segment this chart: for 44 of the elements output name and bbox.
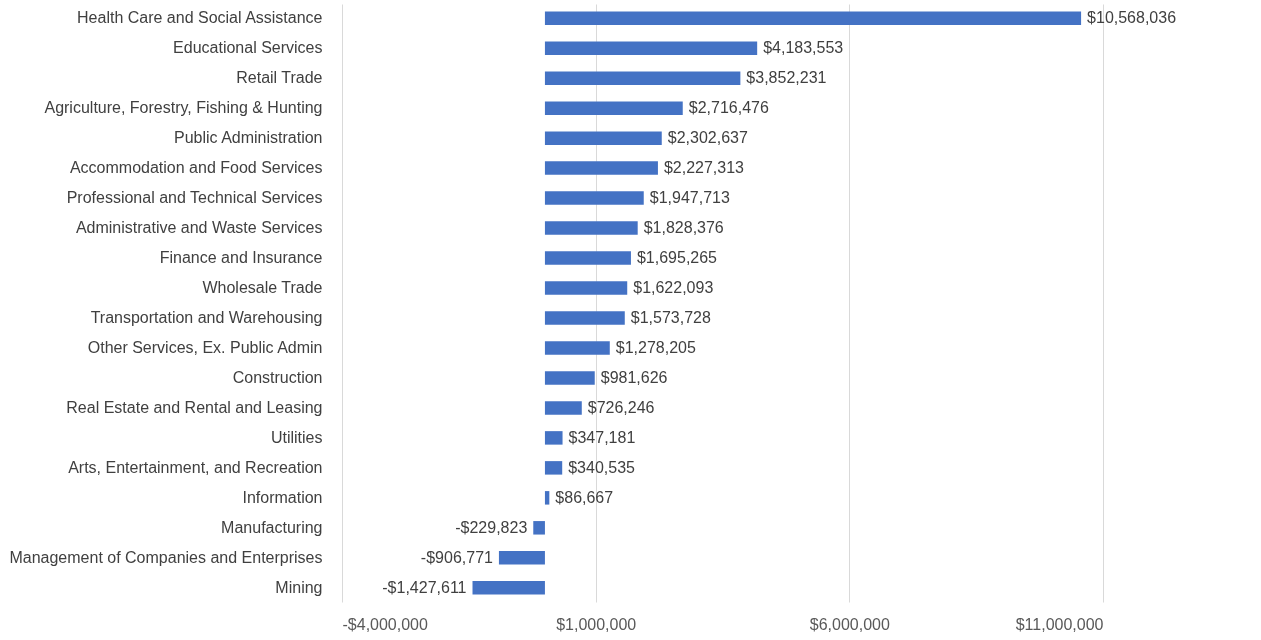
y-tick-label: Finance and Insurance [159,249,323,267]
data-label: $10,568,036 [1087,9,1177,27]
data-label: $1,695,265 [636,249,718,267]
data-label: -$906,771 [420,548,494,566]
data-label: $1,947,713 [649,189,730,207]
y-tick-label: Wholesale Trade [202,279,323,297]
x-tick-label: $11,000,000 [1015,615,1104,633]
y-tick-label: Retail Trade [236,69,323,87]
y-tick-label: Management of Companies and Enterprises [9,548,323,566]
y-tick-label: Real Estate and Rental and Leasing [66,398,323,416]
y-tick-label: Mining [275,578,323,596]
y-tick-label: Professional and Technical Services [66,189,323,207]
y-tick-label: Arts, Entertainment, and Recreation [68,458,323,476]
x-tick-label: $6,000,000 [809,615,890,633]
y-tick-label: Transportation and Warehousing [90,308,323,326]
data-label: $3,852,231 [746,69,827,87]
y-tick-label: Accommodation and Food Services [69,159,323,177]
data-label: $2,302,637 [667,129,748,147]
y-tick-label: Public Administration [173,129,323,147]
y-tick-label: Other Services, Ex. Public Admin [87,338,323,356]
data-label: -$229,823 [455,518,528,536]
y-tick-label: Educational Services [173,39,323,57]
data-label: $1,573,728 [630,308,711,326]
data-label: $1,622,093 [633,279,714,297]
data-label: $1,828,376 [643,219,724,237]
y-tick-label: Administrative and Waste Services [75,219,323,237]
data-label: $340,535 [568,458,636,476]
y-tick-label: Health Care and Social Assistance [77,9,323,27]
data-label: $4,183,553 [763,39,844,57]
y-tick-label: Utilities [270,428,323,446]
data-label: $1,278,205 [615,338,696,356]
data-label: -$1,427,611 [382,578,467,596]
y-tick-label: Construction [232,368,323,386]
data-label: $2,716,476 [688,99,769,117]
data-label: $981,626 [600,368,668,386]
y-tick-label: Manufacturing [221,518,323,536]
data-label: $2,227,313 [663,159,745,177]
data-label: $726,246 [587,398,655,416]
y-tick-label: Agriculture, Forestry, Fishing & Hunting [44,99,323,117]
x-tick-label: -$4,000,000 [342,615,429,633]
data-label: $86,667 [555,488,614,506]
data-label: $347,181 [568,428,636,446]
x-tick-label: $1,000,000 [556,615,637,633]
y-tick-label: Information [242,488,323,506]
